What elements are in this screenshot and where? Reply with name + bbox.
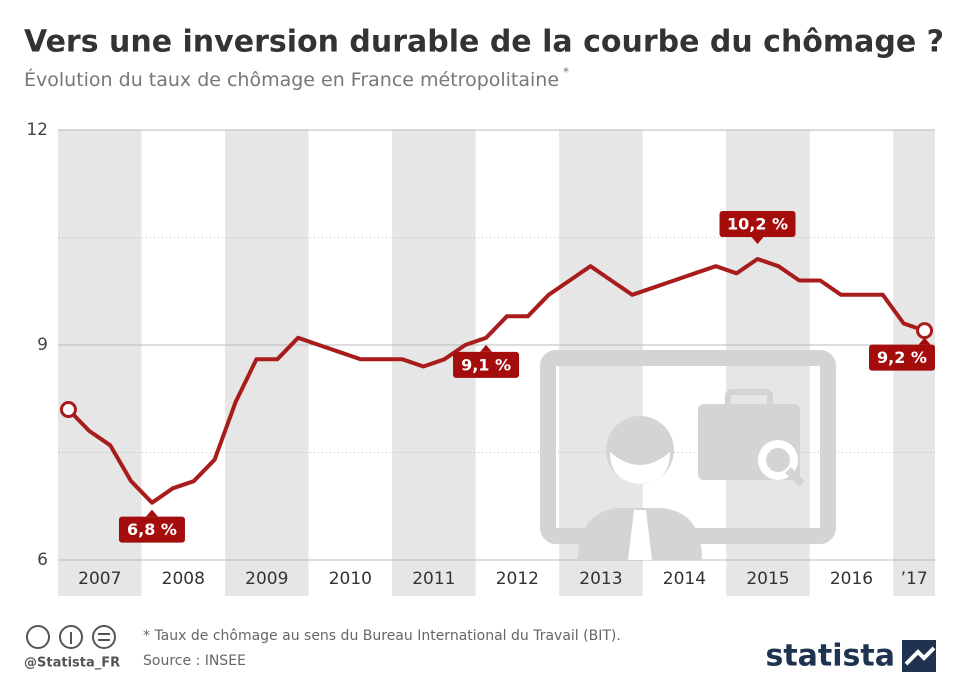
line <box>66 257 926 505</box>
illustration <box>540 350 836 560</box>
value-label-pointer <box>480 344 493 352</box>
value-label-box <box>869 344 935 371</box>
subtitle: Évolution du taux de chômage en France m… <box>24 65 569 91</box>
value-label: 9,1 % <box>461 355 511 374</box>
cc-icon <box>26 625 50 649</box>
magnifier-handle <box>785 467 805 487</box>
x-tick-label: 2010 <box>329 569 372 589</box>
value-label: 6,8 % <box>127 520 177 539</box>
value-label-pointer <box>751 237 764 244</box>
brand-mark <box>902 640 936 672</box>
x-tick-label: 2008 <box>162 569 205 589</box>
source: Source : INSEE <box>143 653 246 669</box>
value-label-pointer <box>918 337 931 345</box>
brand-logo: statista <box>765 639 895 674</box>
x-tick-label: 2013 <box>579 569 622 589</box>
x-tick-label: 2011 <box>412 569 455 589</box>
plot: 2007 2008 2009 2010 2011 2012 2013 2014 2015 2016… <box>59 211 935 589</box>
y-tick-label: 6 <box>37 550 48 570</box>
subtitle-text: Évolution du taux de chômage en France m… <box>24 68 559 91</box>
end-marker <box>59 401 77 418</box>
brand-mark-wave <box>904 646 936 666</box>
title: Vers une inversion durable de la courbe … <box>24 25 944 60</box>
x-tick-label: ’17 <box>901 569 928 589</box>
x-tick-label: 2014 <box>663 569 706 589</box>
y-tick-label: 9 <box>37 335 48 355</box>
value-label-pointer <box>145 509 158 517</box>
year-band <box>225 130 309 596</box>
value-label-box <box>453 351 520 378</box>
x-tick-label: 2016 <box>830 569 873 589</box>
nd-icon <box>92 625 116 649</box>
x-tick-label: 2007 <box>78 569 121 589</box>
y-tick-label: 12 <box>26 120 48 140</box>
handle: @Statista_FR <box>24 656 120 671</box>
briefcase-handle <box>725 389 773 411</box>
x-tick-label: 2009 <box>245 569 288 589</box>
note: * Taux de chômage au sens du Bureau Inte… <box>143 628 621 644</box>
by-icon <box>59 625 83 649</box>
license-icons <box>26 625 116 649</box>
grid: 6 9 12 <box>26 120 935 570</box>
tie <box>628 510 652 560</box>
value-label: 9,2 % <box>877 348 927 367</box>
value-label-box <box>118 516 185 543</box>
subtitle-note: * <box>563 65 569 79</box>
value-label-box <box>719 211 796 237</box>
x-tick-label: 2012 <box>496 569 539 589</box>
end-marker <box>916 322 934 340</box>
x-tick-label: 2015 <box>746 569 789 589</box>
person-face <box>610 452 670 484</box>
magnifier <box>766 448 790 472</box>
value-label: 10,2 % <box>727 215 788 234</box>
